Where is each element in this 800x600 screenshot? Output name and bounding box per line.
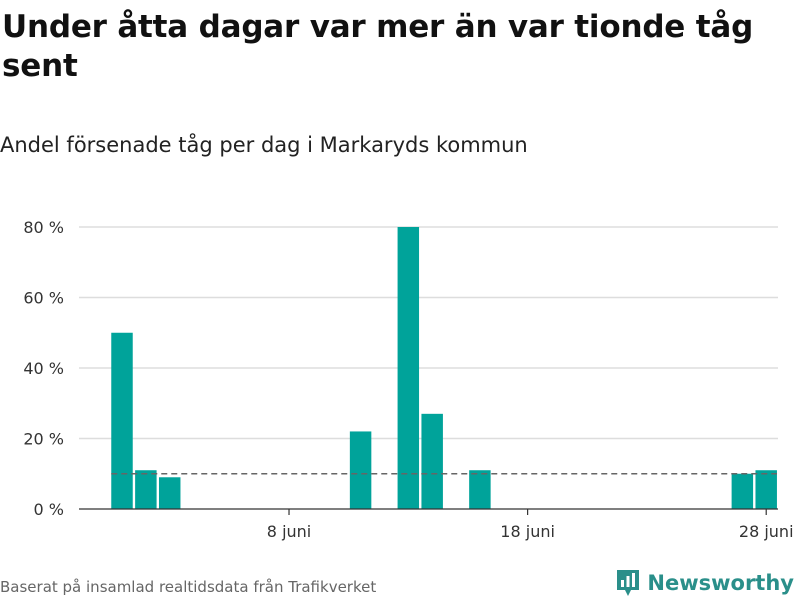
y-tick-label: 20 % (23, 430, 64, 449)
brand-logo: Newsworthy (615, 568, 794, 598)
bar (349, 431, 372, 509)
y-tick-label: 60 % (23, 289, 64, 308)
bar (421, 413, 443, 509)
bar (111, 332, 133, 509)
brand-name: Newsworthy (647, 571, 794, 595)
y-tick-label: 0 % (34, 500, 64, 519)
bar (397, 227, 420, 509)
bar (469, 470, 491, 509)
newsworthy-logo-icon (617, 570, 640, 596)
x-tick-label: 28 juni (739, 522, 794, 541)
x-tick-label: 18 juni (500, 522, 555, 541)
bar-chart: 0 % 20 % 40 % 60 % 80 % 8 juni 18 juni 28 juni (23, 218, 794, 541)
y-tick-label: 80 % (23, 218, 64, 237)
source-note: Baserat på insamlad realtidsdata från Tr… (0, 578, 377, 596)
x-tick-label: 8 juni (267, 522, 311, 541)
bar (755, 470, 777, 509)
y-tick-label: 40 % (23, 359, 64, 378)
bar (158, 477, 181, 509)
bar (135, 470, 157, 509)
chart-subtitle: Andel försenade tåg per dag i Markaryds … (0, 133, 528, 157)
chart-title: Under åtta dagar var mer än var tionde t… (2, 9, 754, 84)
bar (731, 473, 754, 509)
